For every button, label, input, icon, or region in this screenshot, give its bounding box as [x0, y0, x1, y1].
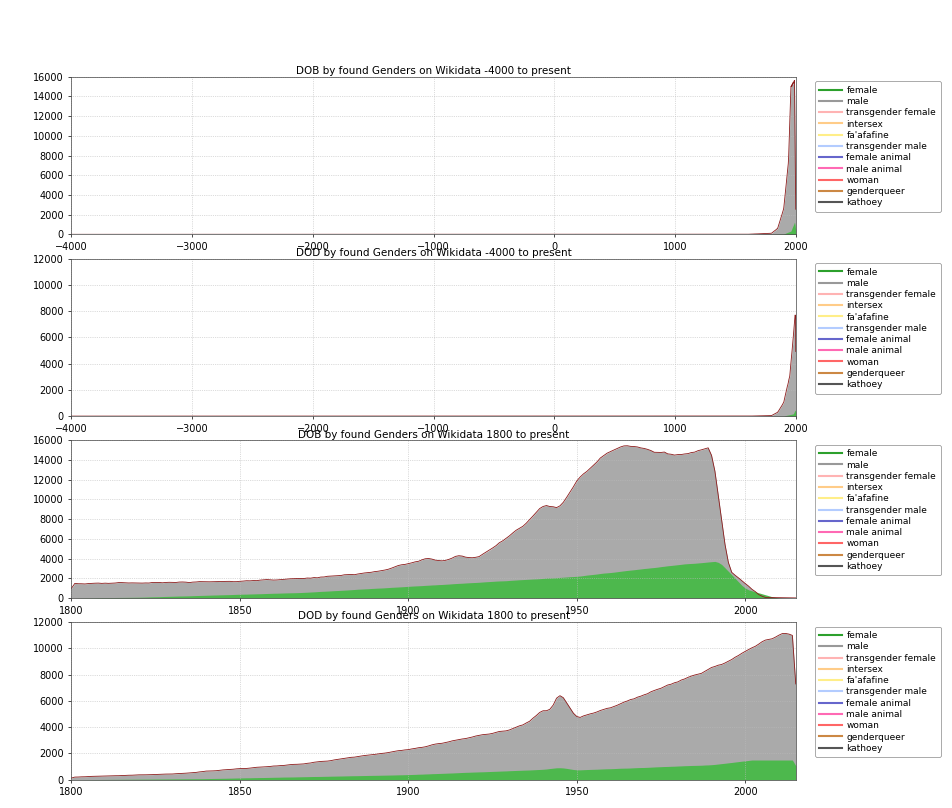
Legend: female, male, transgender female, intersex, fa'afafine, transgender male, female: female, male, transgender female, inters…	[814, 263, 940, 393]
Title: DOB by found Genders on Wikidata 1800 to present: DOB by found Genders on Wikidata 1800 to…	[298, 430, 568, 440]
Legend: female, male, transgender female, intersex, fa'afafine, transgender male, female: female, male, transgender female, inters…	[814, 627, 940, 757]
Title: DOD by found Genders on Wikidata -4000 to present: DOD by found Genders on Wikidata -4000 t…	[295, 248, 571, 258]
Legend: female, male, transgender female, intersex, fa'afafine, transgender male, female: female, male, transgender female, inters…	[814, 82, 940, 212]
Title: DOD by found Genders on Wikidata 1800 to present: DOD by found Genders on Wikidata 1800 to…	[297, 612, 569, 621]
Legend: female, male, transgender female, intersex, fa'afafine, transgender male, female: female, male, transgender female, inters…	[814, 445, 940, 575]
Title: DOB by found Genders on Wikidata -4000 to present: DOB by found Genders on Wikidata -4000 t…	[296, 66, 570, 76]
